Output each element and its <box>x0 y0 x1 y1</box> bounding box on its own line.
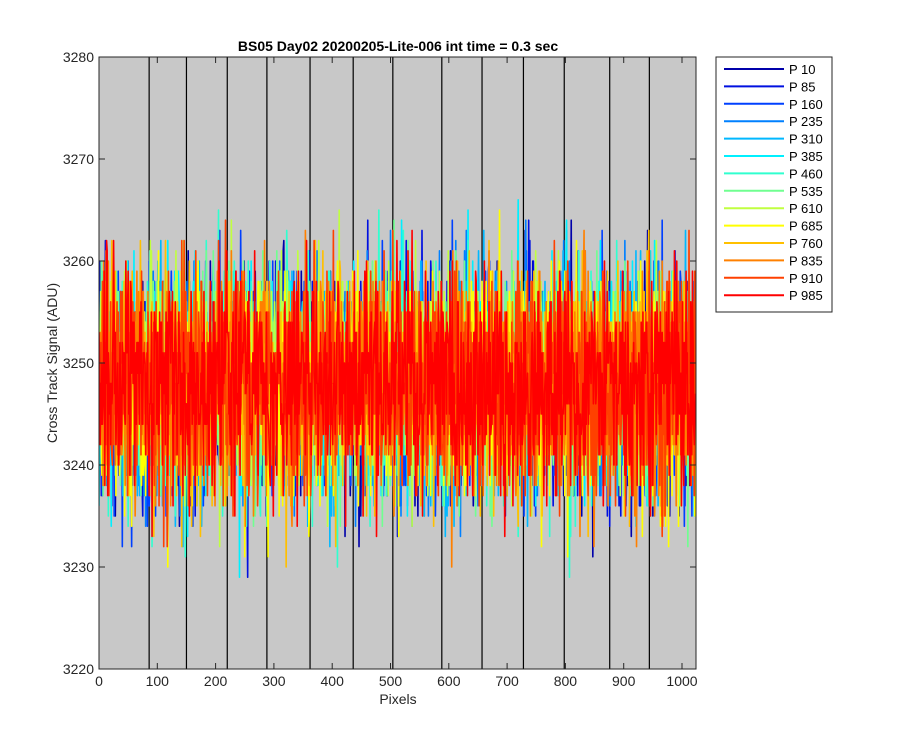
legend-box <box>715 56 833 313</box>
legend-label: P 610 <box>789 201 823 216</box>
y-tick-label: 3270 <box>63 151 94 167</box>
y-axis-label: Cross Track Signal (ADU) <box>44 283 60 443</box>
x-tick-label: 1000 <box>666 673 697 689</box>
x-tick-label: 400 <box>321 673 345 689</box>
x-axis: 0 100 200 300 400 500 600 700 800 900 1000 <box>95 57 698 689</box>
y-tick-label: 3250 <box>63 355 94 371</box>
legend-label: P 760 <box>789 236 823 251</box>
series-line-p985 <box>99 229 696 538</box>
x-tick-label: 600 <box>437 673 461 689</box>
y-tick-label: 3280 <box>63 49 94 65</box>
legend-label: P 910 <box>789 271 823 286</box>
legend-label: P 85 <box>789 79 816 94</box>
y-tick-label: 3220 <box>63 661 94 677</box>
legend-label: P 535 <box>789 184 823 199</box>
y-tick-label: 3240 <box>63 457 94 473</box>
y-tick-label: 3230 <box>63 559 94 575</box>
legend-label: P 235 <box>789 114 823 129</box>
x-axis-label: Pixels <box>379 691 416 707</box>
legend-label: P 10 <box>789 62 816 77</box>
series-lines <box>99 199 696 579</box>
legend-label: P 160 <box>789 97 823 112</box>
x-tick-label: 500 <box>379 673 403 689</box>
legend-label: P 685 <box>789 219 823 234</box>
legend-label: P 985 <box>789 288 823 303</box>
x-tick-label: 700 <box>495 673 519 689</box>
x-tick-label: 900 <box>612 673 636 689</box>
legend-label: P 310 <box>789 132 823 147</box>
x-tick-label: 300 <box>262 673 286 689</box>
y-tick-label: 3260 <box>63 253 94 269</box>
legend-label: P 835 <box>789 253 823 268</box>
x-tick-label: 200 <box>204 673 228 689</box>
legend-label: P 460 <box>789 166 823 181</box>
chart-title: BS05 Day02 20200205-Lite-006 int time = … <box>238 38 558 54</box>
x-tick-label: 100 <box>146 673 170 689</box>
series-line-p910 <box>99 219 696 548</box>
x-tick-label: 0 <box>95 673 103 689</box>
x-tick-label: 800 <box>554 673 578 689</box>
legend: P 10 P 85 P 160 P 235 P 310 P 385 P 460 P 535 P … <box>715 56 833 313</box>
legend-label: P 385 <box>789 149 823 164</box>
y-axis: 3220 3230 3240 3250 3260 3270 3280 <box>63 49 696 677</box>
